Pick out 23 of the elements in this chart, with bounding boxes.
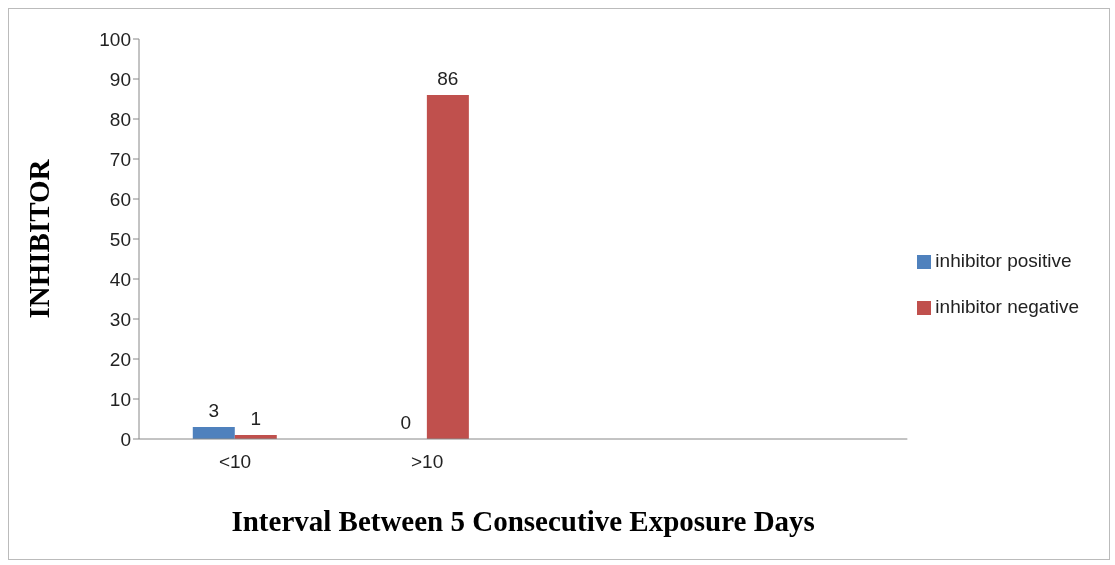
y-tick-label: 30 bbox=[109, 308, 131, 330]
x-tick-label: <10 bbox=[218, 451, 252, 473]
y-tick-label: 50 bbox=[109, 228, 131, 250]
bar bbox=[426, 95, 469, 439]
y-tick-label: 10 bbox=[109, 388, 131, 410]
data-label: 1 bbox=[250, 408, 262, 429]
x-tick-label: >10 bbox=[411, 451, 444, 473]
legend-label: inhibitor positive bbox=[935, 250, 1072, 271]
data-label: 3 bbox=[208, 400, 220, 421]
data-label: 86 bbox=[437, 68, 459, 89]
bar bbox=[192, 427, 235, 439]
y-tick-label: 0 bbox=[120, 428, 131, 450]
y-tick-label: 70 bbox=[109, 148, 131, 170]
x-axis-title: Interval Between 5 Consecutive Exposure Days bbox=[231, 505, 815, 537]
y-tick-label: 20 bbox=[109, 348, 131, 370]
y-tick-label: 60 bbox=[109, 188, 131, 210]
data-label: 0 bbox=[400, 411, 412, 433]
y-axis-title: INHIBITOR bbox=[23, 158, 56, 319]
y-tick-label: 90 bbox=[109, 68, 131, 90]
y-tick-label: 100 bbox=[99, 28, 131, 50]
legend-label: inhibitor negative bbox=[935, 296, 1079, 317]
y-tick-label: 40 bbox=[109, 268, 131, 290]
y-tick-label: 80 bbox=[109, 108, 131, 130]
